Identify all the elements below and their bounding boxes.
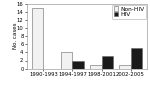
Legend: Non-HIV, HIV: Non-HIV, HIV [112,5,146,19]
Y-axis label: No. cases: No. cases [13,23,18,49]
Bar [120,65,130,69]
Bar [72,61,84,69]
Bar [90,65,102,69]
Bar [130,48,142,69]
Bar [61,52,72,69]
Bar [102,56,112,69]
Bar [32,8,44,69]
